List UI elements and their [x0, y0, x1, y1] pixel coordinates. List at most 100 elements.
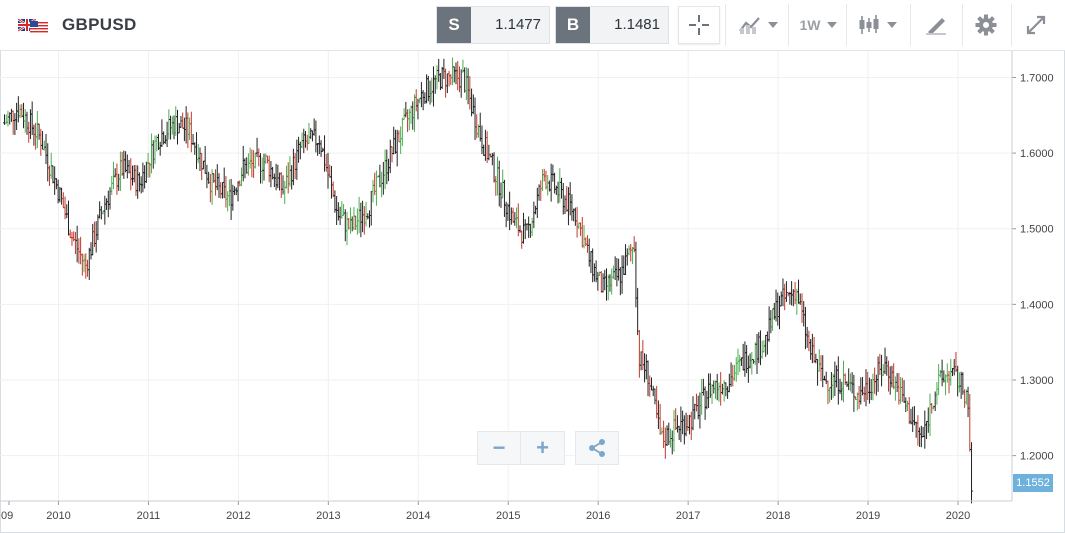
crosshair-button[interactable]	[678, 6, 720, 44]
ohlc-bar	[587, 238, 591, 267]
ohlc-bar	[380, 171, 384, 198]
ohlc-bar	[181, 112, 185, 129]
ohlc-bar	[220, 181, 224, 199]
ohlc-bar	[798, 293, 802, 305]
ohlc-bar	[931, 405, 935, 410]
x-tick-label: 2017	[676, 510, 700, 522]
ohlc-bar	[580, 217, 584, 248]
ohlc-bar	[764, 334, 768, 357]
ohlc-bar	[509, 207, 513, 225]
ohlc-bar	[541, 169, 545, 192]
ohlc-bar	[63, 196, 67, 220]
ohlc-bar	[643, 353, 647, 383]
ohlc-bar	[689, 411, 693, 441]
ohlc-bar	[895, 373, 899, 393]
ohlc-bar	[829, 372, 833, 400]
ohlc-bar	[793, 281, 797, 305]
ohlc-bar	[542, 168, 546, 182]
toolbar: GBPUSD S 1.1477 B 1.1481 1W	[0, 0, 1065, 51]
ohlc-bar	[452, 66, 456, 83]
ohlc-bar	[686, 415, 690, 431]
ohlc-bar	[494, 176, 498, 196]
ohlc-bar	[886, 360, 890, 392]
chart-type-button[interactable]	[733, 6, 783, 44]
price-chart[interactable]: 1.2000 1.3000 1.4000 1.5000 1.6000 1.7000 09 2…	[0, 51, 1065, 533]
ohlc-bar	[51, 165, 55, 184]
ohlc-bar	[430, 77, 434, 103]
ohlc-bar	[362, 206, 366, 235]
ohlc-bar	[136, 165, 140, 199]
ohlc-bar	[487, 144, 491, 161]
expand-button[interactable]	[1015, 6, 1057, 44]
buy-price: 1.1481	[614, 16, 660, 33]
drawing-tools-button[interactable]	[915, 6, 957, 44]
x-tick-label: 2016	[586, 510, 610, 522]
ohlc-bar	[840, 381, 844, 401]
ohlc-bar	[338, 206, 342, 226]
ohlc-bar	[82, 254, 86, 273]
ohlc-bar	[35, 111, 39, 148]
ohlc-bar	[205, 164, 209, 189]
ohlc-bar	[144, 161, 148, 183]
ohlc-bar	[309, 128, 313, 139]
ohlc-bar	[821, 355, 825, 388]
ohlc-bar	[279, 172, 283, 199]
ohlc-bar	[921, 426, 925, 438]
ohlc-bar	[312, 118, 316, 136]
ohlc-bar	[857, 385, 861, 409]
y-tick-label: 1.4000	[1020, 299, 1054, 311]
settings-button[interactable]	[966, 6, 1006, 44]
ohlc-bar	[404, 101, 408, 118]
ohlc-bar	[459, 69, 463, 98]
ohlc-bar	[682, 415, 686, 445]
ohlc-bar	[646, 360, 650, 397]
buy-price-box[interactable]: B 1.1481	[555, 6, 669, 44]
ohlc-bar	[902, 380, 906, 403]
ohlc-bar	[483, 129, 487, 161]
ohlc-bar	[956, 365, 960, 397]
ohlc-bar	[497, 160, 501, 207]
ohlc-bar	[475, 114, 479, 139]
ohlc-bar	[305, 134, 309, 151]
zoom-in-button[interactable]: +	[521, 431, 565, 465]
candlestick-icon	[859, 15, 879, 34]
timeframe-button[interactable]: 1W	[795, 6, 841, 44]
ohlc-bar	[620, 255, 624, 294]
share-button[interactable]	[575, 431, 619, 465]
ohlc-bar	[703, 386, 707, 420]
zoom-out-button[interactable]: −	[477, 431, 521, 465]
candlestick-button[interactable]	[852, 6, 902, 44]
ohlc-bar	[39, 128, 43, 156]
ohlc-bar	[712, 380, 716, 394]
ohlc-bar	[627, 245, 631, 256]
ohlc-bar	[496, 156, 500, 196]
y-tick-label: 1.6000	[1020, 148, 1054, 160]
ohlc-bar	[705, 390, 709, 410]
ohlc-bar	[743, 341, 747, 377]
ohlc-bar	[918, 427, 922, 447]
ohlc-bar	[186, 112, 190, 149]
ohlc-bar	[463, 67, 467, 93]
x-tick-label: 2014	[406, 510, 430, 522]
ohlc-bar	[6, 110, 10, 127]
ohlc-bar	[568, 182, 572, 216]
ohlc-bar	[451, 57, 455, 86]
sell-price-box[interactable]: S 1.1477	[436, 6, 550, 44]
ohlc-bar	[456, 61, 460, 91]
ohlc-bar	[319, 140, 323, 157]
ohlc-bar	[579, 222, 583, 236]
ohlc-bar	[4, 114, 8, 125]
ohlc-bar	[606, 274, 610, 301]
ohlc-bar	[233, 186, 237, 196]
ohlc-bar	[693, 403, 697, 420]
ohlc-bar	[546, 175, 550, 196]
ohlc-bar	[371, 179, 375, 203]
ohlc-bar	[560, 177, 564, 199]
ohlc-bar	[603, 269, 607, 291]
ohlc-bar	[395, 129, 399, 167]
ohlc-bar	[838, 378, 842, 395]
ohlc-bar	[272, 173, 276, 188]
ohlc-bar	[516, 203, 520, 237]
ohlc-bar	[25, 111, 29, 135]
ohlc-bar	[383, 149, 387, 190]
